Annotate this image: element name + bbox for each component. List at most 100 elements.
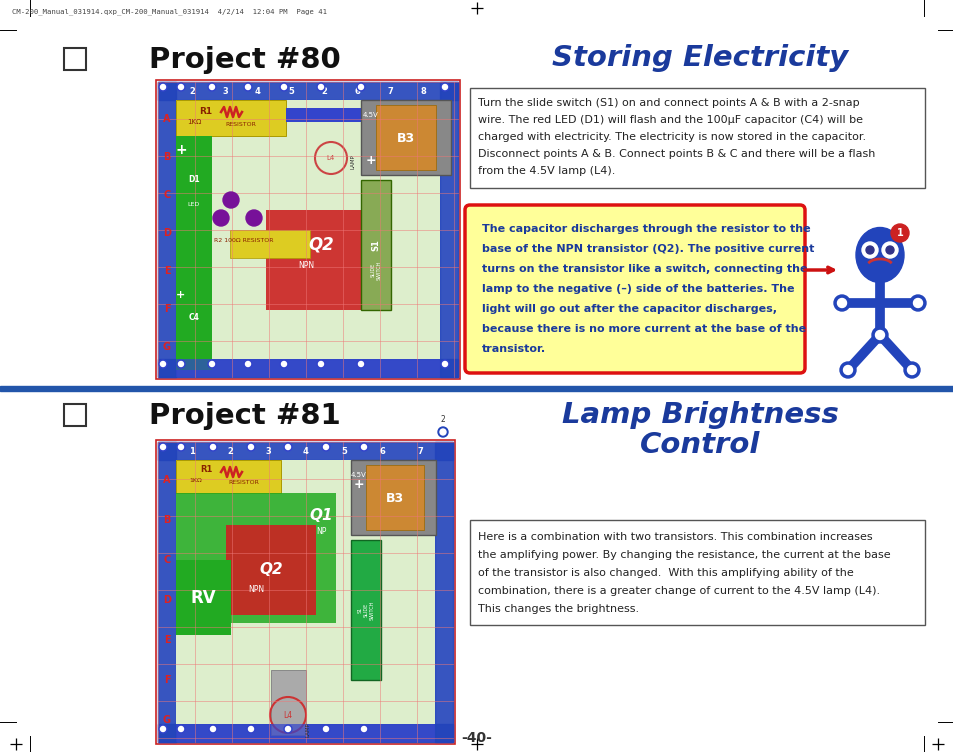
Circle shape <box>248 726 253 732</box>
Text: Q1: Q1 <box>309 508 333 523</box>
Circle shape <box>440 83 449 91</box>
Text: D: D <box>163 228 171 238</box>
Circle shape <box>160 444 165 450</box>
Circle shape <box>882 242 897 258</box>
Bar <box>266 210 366 310</box>
Text: L4: L4 <box>327 155 335 161</box>
Circle shape <box>208 360 215 368</box>
Text: C4: C4 <box>189 314 199 323</box>
FancyBboxPatch shape <box>464 205 804 373</box>
Circle shape <box>178 444 183 450</box>
Text: because there is no more current at the base of the: because there is no more current at the … <box>481 324 805 334</box>
Text: Q2: Q2 <box>259 562 282 578</box>
Text: +: + <box>176 290 186 300</box>
Text: 1: 1 <box>189 447 194 456</box>
Circle shape <box>318 362 323 366</box>
Text: 1KΩ: 1KΩ <box>187 119 201 125</box>
Text: This changes the brightness.: This changes the brightness. <box>477 604 639 614</box>
Circle shape <box>244 83 252 91</box>
Text: 7: 7 <box>387 86 393 96</box>
Bar <box>175 280 212 370</box>
Bar <box>230 230 310 258</box>
Circle shape <box>322 725 330 733</box>
Text: Disconnect points A & B. Connect points B & C and there will be a flash: Disconnect points A & B. Connect points … <box>477 149 875 159</box>
Text: S1
SLIDE
SWITCH: S1 SLIDE SWITCH <box>357 600 374 620</box>
Circle shape <box>323 726 328 732</box>
Text: C: C <box>163 190 171 200</box>
Circle shape <box>281 362 286 366</box>
Text: D: D <box>163 595 171 605</box>
Circle shape <box>159 443 167 451</box>
Circle shape <box>865 246 873 254</box>
Bar <box>175 136 212 321</box>
Text: 4: 4 <box>303 447 309 456</box>
Circle shape <box>177 83 185 91</box>
Bar <box>158 82 175 377</box>
Circle shape <box>437 427 448 437</box>
Text: E: E <box>164 266 171 276</box>
Text: F: F <box>164 304 171 314</box>
Bar <box>175 359 439 377</box>
Bar <box>375 105 436 170</box>
Circle shape <box>361 726 366 732</box>
Circle shape <box>281 84 286 89</box>
Bar <box>0 386 953 391</box>
Text: LAMP: LAMP <box>306 723 311 738</box>
Bar <box>175 560 231 635</box>
Text: B: B <box>163 515 171 525</box>
Circle shape <box>247 725 254 733</box>
Circle shape <box>280 83 288 91</box>
Circle shape <box>178 362 183 366</box>
Circle shape <box>159 725 167 733</box>
Text: SLIDE
SWITCH: SLIDE SWITCH <box>370 260 381 280</box>
Text: combination, there is a greater change of current to the 4.5V lamp (L4).: combination, there is a greater change o… <box>477 586 880 596</box>
Text: LAMP: LAMP <box>351 155 355 169</box>
Text: light will go out after the capacitor discharges,: light will go out after the capacitor di… <box>481 304 776 314</box>
Text: transistor.: transistor. <box>481 344 545 354</box>
Circle shape <box>875 330 883 339</box>
Circle shape <box>178 84 183 89</box>
Circle shape <box>862 242 877 258</box>
Text: A: A <box>228 196 233 205</box>
Circle shape <box>209 725 216 733</box>
Bar <box>470 88 924 188</box>
Bar <box>158 442 175 742</box>
Text: Q2: Q2 <box>308 236 334 254</box>
Circle shape <box>248 444 253 450</box>
Text: wire. The red LED (D1) will flash and the 100μF capacitor (C4) will be: wire. The red LED (D1) will flash and th… <box>477 115 862 125</box>
Circle shape <box>284 725 292 733</box>
Text: R2 100Ω RESISTOR: R2 100Ω RESISTOR <box>214 238 274 242</box>
Circle shape <box>442 362 447 366</box>
Text: from the 4.5V lamp (L4).: from the 4.5V lamp (L4). <box>477 166 615 176</box>
Text: NPN: NPN <box>297 260 314 269</box>
Bar <box>156 440 455 744</box>
Text: the amplifying power. By changing the resistance, the current at the base: the amplifying power. By changing the re… <box>477 550 890 560</box>
Circle shape <box>316 83 325 91</box>
Circle shape <box>209 443 216 451</box>
Text: Project #81: Project #81 <box>149 402 340 430</box>
Bar <box>156 80 459 379</box>
Circle shape <box>906 365 916 374</box>
Circle shape <box>890 224 908 242</box>
Bar <box>439 82 457 377</box>
Bar <box>158 82 457 100</box>
Circle shape <box>160 362 165 366</box>
Text: 4: 4 <box>254 86 261 96</box>
Bar <box>64 48 86 70</box>
Bar <box>360 100 451 175</box>
Bar <box>271 670 306 735</box>
Bar <box>158 724 453 742</box>
Bar <box>226 525 315 615</box>
Text: B3: B3 <box>396 132 415 144</box>
Circle shape <box>213 210 229 226</box>
Circle shape <box>247 443 254 451</box>
Bar <box>366 465 423 530</box>
Text: S1: S1 <box>371 239 380 251</box>
Circle shape <box>223 192 239 208</box>
Circle shape <box>840 362 855 378</box>
Text: B: B <box>163 152 171 162</box>
Text: NP: NP <box>315 527 326 536</box>
Text: RESISTOR: RESISTOR <box>229 480 259 484</box>
Circle shape <box>871 327 887 343</box>
Circle shape <box>439 429 446 435</box>
